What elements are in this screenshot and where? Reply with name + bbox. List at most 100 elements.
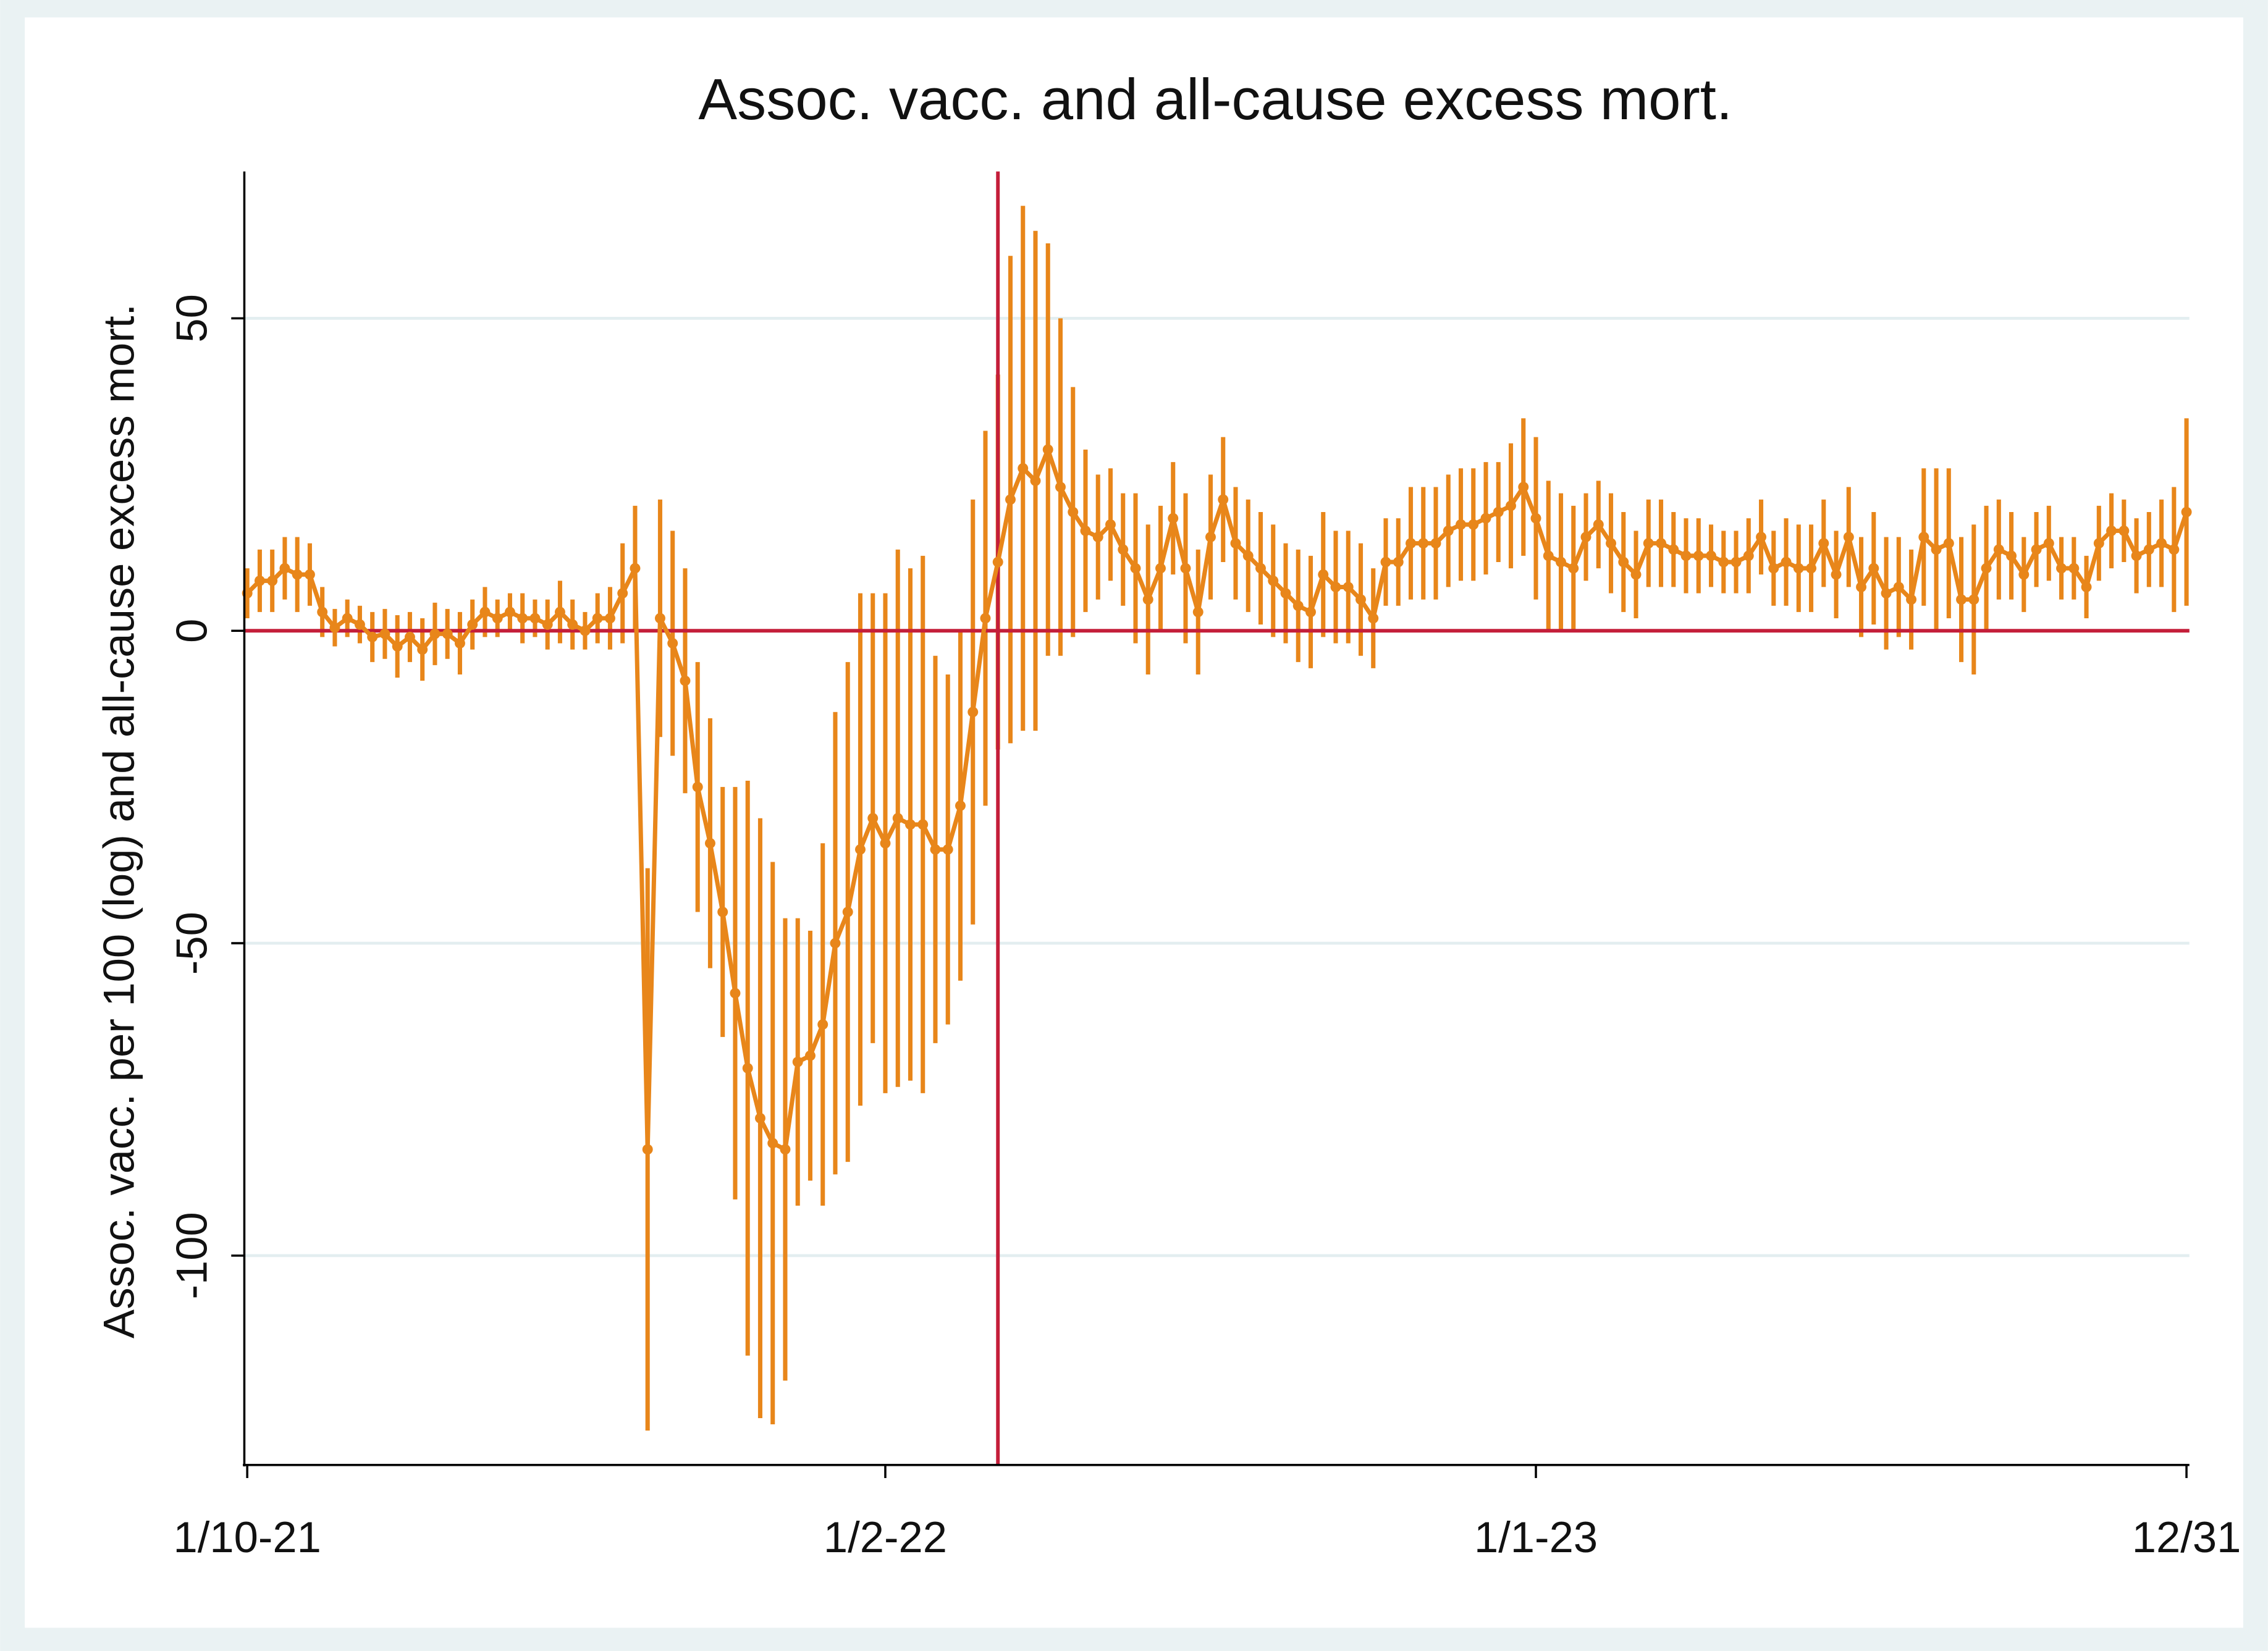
point xyxy=(1568,563,1579,574)
point xyxy=(279,563,290,574)
point xyxy=(1305,607,1316,618)
point xyxy=(379,628,390,639)
point xyxy=(717,907,728,917)
point xyxy=(1556,557,1566,568)
point xyxy=(1055,482,1066,493)
point xyxy=(1105,519,1116,530)
point xyxy=(880,838,891,849)
point xyxy=(817,1019,828,1030)
point xyxy=(767,1138,778,1149)
point xyxy=(317,607,328,618)
y-tick-label: 50 xyxy=(167,294,216,343)
point xyxy=(1580,532,1591,542)
point xyxy=(1656,538,1666,549)
x-tick-label: 12/31 xyxy=(2132,1513,2241,1561)
point xyxy=(567,619,578,630)
point xyxy=(1693,550,1704,561)
y-tick-label: 0 xyxy=(167,619,216,643)
point xyxy=(479,607,491,618)
point xyxy=(667,637,678,649)
point xyxy=(592,613,603,624)
point xyxy=(1393,557,1404,568)
point xyxy=(842,907,853,917)
point xyxy=(342,613,353,624)
point xyxy=(1205,532,1216,542)
point xyxy=(1793,563,1804,574)
point xyxy=(1018,463,1029,474)
point xyxy=(1092,532,1103,542)
point xyxy=(1380,557,1391,568)
point xyxy=(1606,538,1616,549)
point xyxy=(1518,482,1529,493)
point xyxy=(1318,569,1329,580)
point xyxy=(1280,588,1291,599)
point xyxy=(967,707,979,718)
point xyxy=(367,631,378,642)
point xyxy=(1042,444,1053,455)
point xyxy=(1718,557,1729,568)
point xyxy=(1168,513,1179,524)
point xyxy=(930,844,941,855)
point xyxy=(1030,475,1041,486)
point xyxy=(1931,544,1942,555)
point xyxy=(654,613,665,624)
point xyxy=(642,1144,653,1155)
point xyxy=(1881,588,1892,599)
point xyxy=(1530,513,1541,524)
point xyxy=(580,625,591,636)
point xyxy=(454,637,465,649)
point xyxy=(792,1056,803,1067)
point xyxy=(1242,550,1254,561)
point xyxy=(917,819,929,830)
point xyxy=(2081,581,2092,592)
point xyxy=(304,569,315,580)
x-tick-label: 1/1-23 xyxy=(1474,1513,1598,1561)
point xyxy=(1993,544,2004,555)
point xyxy=(1406,538,1416,549)
point xyxy=(780,1144,791,1155)
point xyxy=(1956,594,1967,605)
point xyxy=(1743,550,1754,561)
point xyxy=(1868,563,1879,574)
point xyxy=(955,800,966,811)
point xyxy=(2118,525,2130,536)
point xyxy=(1680,550,1692,561)
point xyxy=(2131,550,2142,561)
point xyxy=(1493,506,1504,518)
point xyxy=(1506,500,1516,511)
point xyxy=(2018,569,2030,580)
point xyxy=(854,844,866,855)
point xyxy=(529,613,541,624)
x-tick-label: 1/10-21 xyxy=(173,1513,321,1561)
point xyxy=(1668,544,1679,555)
point xyxy=(542,619,553,630)
point xyxy=(1593,519,1604,530)
point xyxy=(2156,538,2167,549)
point xyxy=(1456,519,1466,530)
point xyxy=(892,813,903,824)
point xyxy=(867,813,879,824)
point xyxy=(1155,563,1166,574)
point xyxy=(1893,581,1904,592)
point xyxy=(980,613,991,624)
point xyxy=(1981,563,1992,574)
point xyxy=(2068,563,2080,574)
point xyxy=(1343,581,1354,592)
point xyxy=(1630,569,1642,580)
point xyxy=(1618,557,1629,568)
point xyxy=(2181,506,2192,518)
point xyxy=(1443,525,1454,536)
point xyxy=(1468,519,1479,530)
point xyxy=(692,781,703,792)
point xyxy=(467,619,478,630)
y-tick-label: -50 xyxy=(167,912,216,975)
point xyxy=(604,613,615,624)
point xyxy=(680,675,691,686)
point xyxy=(1192,607,1204,618)
point xyxy=(1906,594,1917,605)
point xyxy=(2169,544,2180,555)
point xyxy=(630,563,641,574)
point xyxy=(2006,550,2017,561)
point xyxy=(404,631,415,642)
